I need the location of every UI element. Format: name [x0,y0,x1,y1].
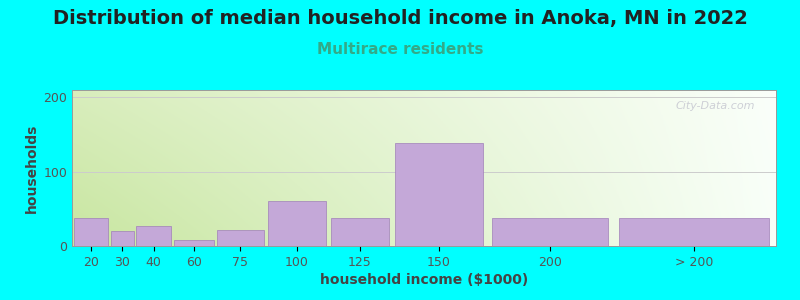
Bar [268,201,326,246]
Bar [331,218,389,246]
Text: City-Data.com: City-Data.com [675,101,755,111]
Bar [619,218,770,246]
X-axis label: household income ($1000): household income ($1000) [320,273,528,287]
Bar [74,218,108,246]
Bar [174,240,214,246]
Bar [110,231,134,246]
Text: Distribution of median household income in Anoka, MN in 2022: Distribution of median household income … [53,9,747,28]
Bar [136,226,171,246]
Bar [492,218,607,246]
Text: Multirace residents: Multirace residents [317,42,483,57]
Bar [395,143,483,246]
Y-axis label: households: households [25,123,39,213]
Bar [218,230,263,246]
